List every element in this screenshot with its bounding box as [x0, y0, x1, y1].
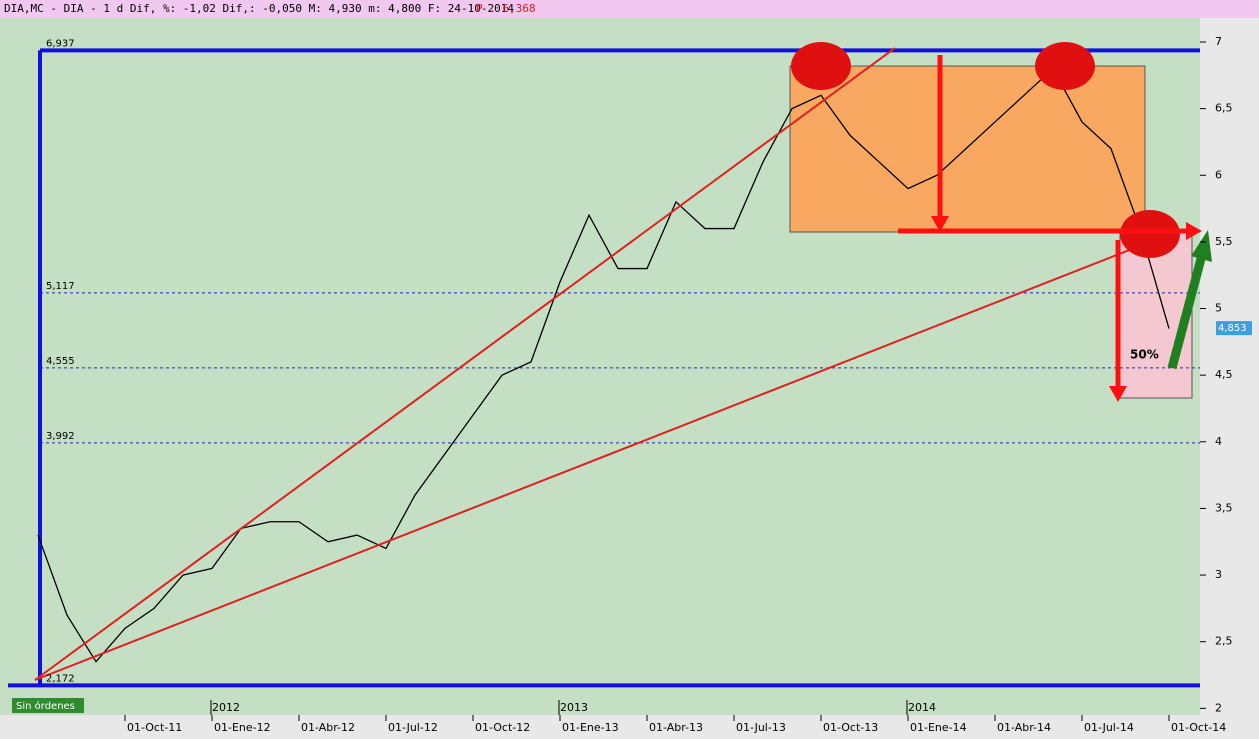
x-tick-label: 01-Jul-13: [736, 721, 786, 734]
header-price: P : 6,368: [476, 2, 536, 15]
y-tick-label: 2: [1215, 701, 1222, 714]
x-tick-label: 01-Abr-13: [649, 721, 703, 734]
x-tick-label: 01-Ene-14: [910, 721, 967, 734]
year-label: 2012: [212, 701, 240, 714]
button[interactable]: [12, 698, 84, 713]
range-box: [789, 65, 1146, 233]
overlay: [34, 42, 1212, 681]
y-tick-label: 7: [1215, 35, 1222, 48]
time-scale: [0, 715, 1259, 739]
y-tick-label: 6: [1215, 168, 1222, 181]
y-tick-label: 3: [1215, 568, 1222, 581]
trend-line: [34, 47, 896, 681]
top-marker: [791, 42, 851, 90]
year-label: 2013: [560, 701, 588, 714]
y-tick-label: 5,5: [1215, 235, 1233, 248]
data-layer: [8, 48, 1200, 688]
arrow-head: [1186, 222, 1202, 240]
year-label: 2014: [908, 701, 936, 714]
x-tick-label: 01-Jul-14: [1084, 721, 1134, 734]
y-tick-label: 2,5: [1215, 635, 1233, 648]
level-label: 4,555: [46, 356, 75, 367]
target-box: [1119, 231, 1193, 399]
y-tick-label: 6,5: [1215, 102, 1233, 115]
x-tick-label: 01-Abr-12: [301, 721, 355, 734]
arrow-head: [1191, 230, 1212, 262]
x-tick-label: 01-Oct-13: [823, 721, 878, 734]
y-tick-label: 4,5: [1215, 368, 1233, 381]
y-tick-label: 3,5: [1215, 501, 1233, 514]
arrow: [1167, 253, 1207, 370]
x-tick-label: 01-Ene-12: [214, 721, 271, 734]
trend-line: [34, 237, 1161, 681]
x-tick-label: 01-Oct-11: [127, 721, 182, 734]
arrow-head: [1109, 386, 1127, 402]
level-label: 2,172: [46, 673, 75, 684]
level-label: 3,992: [46, 431, 75, 442]
header-bar: [0, 0, 1259, 18]
level-label: 6,937: [46, 38, 75, 49]
x-tick-label: 01-Abr-14: [997, 721, 1051, 734]
last-price-tag: [1216, 321, 1252, 336]
annotation: 50%: [1130, 348, 1159, 362]
level-label: 5,117: [46, 281, 75, 292]
y-tick-label: 5: [1215, 302, 1222, 315]
x-tick-label: 01-Ene-13: [562, 721, 619, 734]
x-tick-label: 01-Oct-12: [475, 721, 530, 734]
header-info: DIA,MC - DIA - 1 d Dif, %: -1,02 Dif,: -…: [4, 2, 514, 15]
last-price-label: 4,853: [1218, 323, 1247, 334]
break-marker: [1120, 210, 1180, 258]
x-tick-label: 01-Jul-12: [388, 721, 438, 734]
price-scale: [1200, 18, 1259, 715]
price-line: [37, 67, 1170, 663]
y-tick-label: 4: [1215, 435, 1222, 448]
x-tick-label: 01-Oct-14: [1171, 721, 1226, 734]
top-marker: [1035, 42, 1095, 90]
arrow-head: [931, 216, 949, 232]
button-label[interactable]: Sin órdenes: [16, 700, 75, 712]
overlay-under: [789, 65, 1193, 399]
